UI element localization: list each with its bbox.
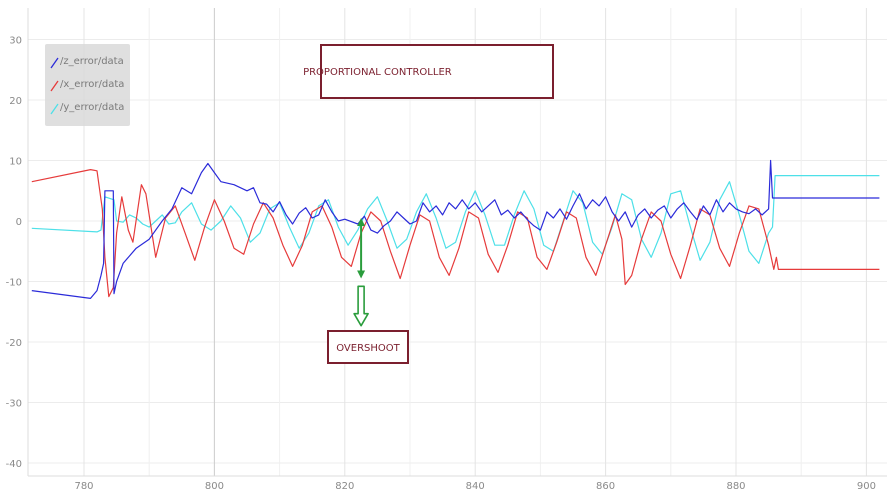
y-tick-label: -40 (6, 459, 22, 470)
overshoot-annotation-text: OVERSHOOT (336, 343, 400, 354)
title-annotation-text: PROPORTIONAL CONTROLLER (303, 67, 452, 78)
x-tick-label: 840 (466, 481, 485, 492)
y-tick-label: 0 (16, 217, 22, 228)
x-tick-label: 780 (74, 481, 93, 492)
y-tick-label: 20 (9, 96, 22, 107)
legend-label-0: /z_error/data (60, 56, 124, 67)
y-tick-label: 30 (9, 36, 22, 47)
y-tick-label: -30 (6, 399, 22, 410)
legend-label-1: /x_error/data (60, 79, 124, 90)
legend-label-2: /y_error/data (60, 102, 124, 113)
x-tick-label: 880 (726, 481, 745, 492)
x-tick-label: 860 (596, 481, 615, 492)
x-tick-label: 820 (335, 481, 354, 492)
y-tick-label: -20 (6, 338, 22, 349)
x-tick-label: 900 (857, 481, 876, 492)
x-tick-label: 800 (205, 481, 224, 492)
y-tick-label: 10 (9, 157, 22, 168)
legend: /z_error/data/x_error/data/y_error/data (45, 44, 130, 126)
y-tick-label: -10 (6, 278, 22, 289)
